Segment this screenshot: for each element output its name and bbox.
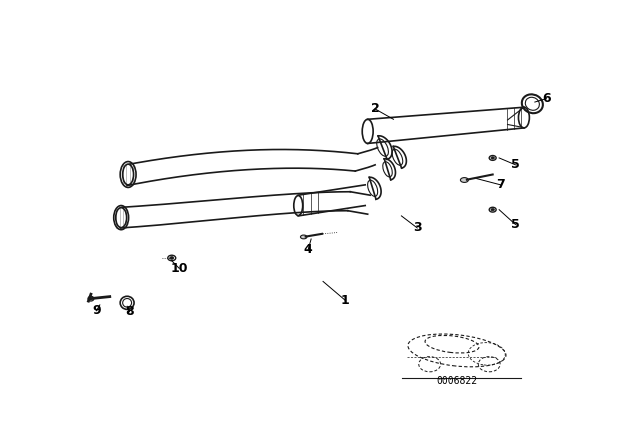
Text: 0006822: 0006822 bbox=[436, 376, 477, 386]
Text: 3: 3 bbox=[413, 221, 422, 234]
Text: 1: 1 bbox=[341, 294, 349, 307]
Text: 9: 9 bbox=[92, 304, 100, 317]
Ellipse shape bbox=[300, 235, 307, 239]
Text: 10: 10 bbox=[170, 262, 188, 275]
Text: 8: 8 bbox=[125, 305, 134, 318]
Ellipse shape bbox=[88, 296, 94, 301]
Text: 2: 2 bbox=[371, 103, 380, 116]
Text: 5: 5 bbox=[511, 158, 520, 171]
Text: 4: 4 bbox=[304, 243, 312, 256]
Text: 6: 6 bbox=[542, 92, 550, 105]
Text: 7: 7 bbox=[496, 178, 505, 191]
Ellipse shape bbox=[170, 257, 173, 259]
Ellipse shape bbox=[491, 208, 495, 211]
Text: 5: 5 bbox=[511, 218, 520, 231]
Ellipse shape bbox=[491, 157, 495, 159]
Ellipse shape bbox=[460, 177, 468, 182]
